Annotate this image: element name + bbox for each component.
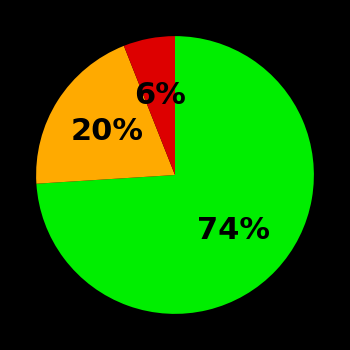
Wedge shape — [36, 36, 314, 314]
Text: 74%: 74% — [197, 216, 270, 245]
Wedge shape — [36, 46, 175, 184]
Wedge shape — [124, 36, 175, 175]
Text: 20%: 20% — [70, 117, 144, 146]
Text: 6%: 6% — [134, 81, 186, 110]
